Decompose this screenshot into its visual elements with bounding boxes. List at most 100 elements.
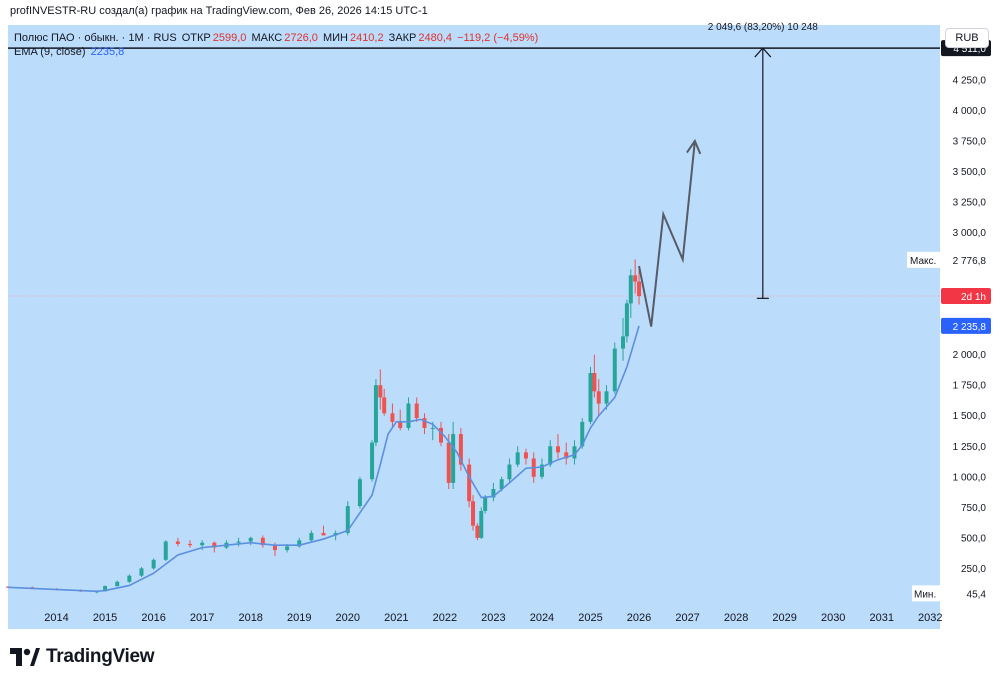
candle-body <box>507 464 512 480</box>
candle-body <box>451 434 456 483</box>
candle-body <box>321 532 326 536</box>
x-tick-label: 2016 <box>141 612 165 624</box>
candle-body <box>483 497 488 511</box>
x-tick-label: 2021 <box>384 612 408 624</box>
x-tick-label: 2015 <box>93 612 117 624</box>
candle-body <box>6 586 10 588</box>
candle-body <box>373 385 378 443</box>
candle-body <box>370 442 375 480</box>
x-tick-label: 2032 <box>918 612 942 624</box>
candle-body <box>163 541 168 560</box>
y-tick-label: 500,0 <box>961 533 986 544</box>
candle-body <box>248 537 253 542</box>
legend: Полюс ПАО · обыкн. · 1M · RUS ОТКР 2599,0… <box>14 31 540 59</box>
projection-arrowhead <box>686 138 702 155</box>
currency-button[interactable]: RUB <box>945 28 989 48</box>
legend-ohlc-row: Полюс ПАО · обыкн. · 1M · RUS ОТКР 2599,0… <box>14 31 540 45</box>
x-tick-label: 2029 <box>772 612 796 624</box>
x-tick-label: 2017 <box>190 612 214 624</box>
legend-ema-label: EMA (9, close) <box>14 46 86 58</box>
ema-price-badge-bg <box>941 317 991 334</box>
candle-body <box>491 489 496 498</box>
y-tick-label: 3 500,0 <box>953 167 987 178</box>
legend-change: −119,2 (−4,59%) <box>457 32 539 44</box>
candle-body <box>127 575 132 582</box>
legend-close-label: ЗАКР <box>388 32 417 44</box>
candle-body <box>139 568 144 576</box>
candle-body <box>151 559 156 569</box>
legend-low-value: 2410,2 <box>349 32 384 44</box>
y-tick-label: 3 750,0 <box>953 137 987 148</box>
x-tick-label: 2022 <box>433 612 457 624</box>
candle-body <box>580 421 585 447</box>
candle-body <box>309 532 314 541</box>
legend-close-value: 2480,4 <box>418 32 453 44</box>
candle-body <box>471 501 476 526</box>
candle-body <box>572 446 577 459</box>
measure-label: 2 049,6 (83,20%) 10 248 <box>708 22 819 33</box>
legend-low-label: МИН <box>322 32 348 44</box>
candle-body <box>390 413 395 422</box>
candle-body <box>422 418 427 428</box>
price-scale[interactable] <box>940 25 992 605</box>
projection-path <box>638 140 696 327</box>
candle-body <box>475 525 480 538</box>
y-tick-label: 750,0 <box>961 503 986 514</box>
legend-open-value: 2599,0 <box>212 32 247 44</box>
chart-caption: profINVESTR-RU создал(а) график на Tradi… <box>10 5 428 17</box>
y-tick-label: 250,0 <box>961 564 986 575</box>
x-tick-label: 2019 <box>287 612 311 624</box>
candle-body <box>382 397 387 414</box>
candle-body <box>588 373 593 422</box>
candle-body <box>612 348 617 392</box>
candle-body <box>297 540 302 547</box>
ema-price-badge-text: 2 235,8 <box>953 322 987 333</box>
legend-high-value: 2726,0 <box>284 32 318 44</box>
candle-body <box>285 546 290 551</box>
y-tick-label: 4 000,0 <box>953 106 987 117</box>
legend-ema-row[interactable]: EMA (9, close) 2235,8 <box>14 45 540 59</box>
candle-body <box>628 275 633 304</box>
candle-body <box>499 479 504 489</box>
countdown-badge-text: 2d 1h <box>961 292 986 303</box>
x-tick-label: 2024 <box>530 612 554 624</box>
candle-body <box>345 506 350 533</box>
y-tick-label: 4 250,0 <box>953 75 987 86</box>
legend-ema-value: 2235,8 <box>90 46 125 58</box>
candle-body <box>103 586 108 592</box>
candle-body <box>406 403 411 428</box>
x-tick-label: 2025 <box>578 612 602 624</box>
candle-body <box>438 427 443 443</box>
x-tick-label: 2018 <box>238 612 262 624</box>
candle-body <box>398 421 403 428</box>
x-tick-label: 2020 <box>336 612 360 624</box>
x-tick-label: 2026 <box>627 612 651 624</box>
candle-body <box>637 281 642 297</box>
y-tick-label: 1 250,0 <box>953 442 987 453</box>
max-label: Макс. <box>910 256 936 267</box>
y-tick-label: 3 000,0 <box>953 228 987 239</box>
legend-open-label: ОТКР <box>181 32 211 44</box>
candle-body <box>479 510 484 538</box>
x-tick-label: 2027 <box>675 612 699 624</box>
candle-body <box>458 434 463 465</box>
candle-body <box>523 452 528 459</box>
candle-body <box>621 336 626 349</box>
candle-body <box>555 446 560 453</box>
x-tick-label: 2028 <box>724 612 748 624</box>
candle-body <box>548 446 553 465</box>
candle-body <box>564 452 569 459</box>
min-value: 45,4 <box>967 589 987 600</box>
tradingview-logo: TradingView <box>10 644 155 670</box>
x-tick-label: 2014 <box>44 612 68 624</box>
candle-body <box>633 275 638 282</box>
candle-body <box>446 442 451 483</box>
candle-body <box>212 542 217 548</box>
y-tick-label: 1 750,0 <box>953 381 987 392</box>
x-tick-label: 2023 <box>481 612 505 624</box>
y-tick-label: 1 500,0 <box>953 411 987 422</box>
candle-body <box>175 541 180 544</box>
time-scale[interactable] <box>8 605 940 629</box>
measure-arrowhead <box>754 47 772 58</box>
